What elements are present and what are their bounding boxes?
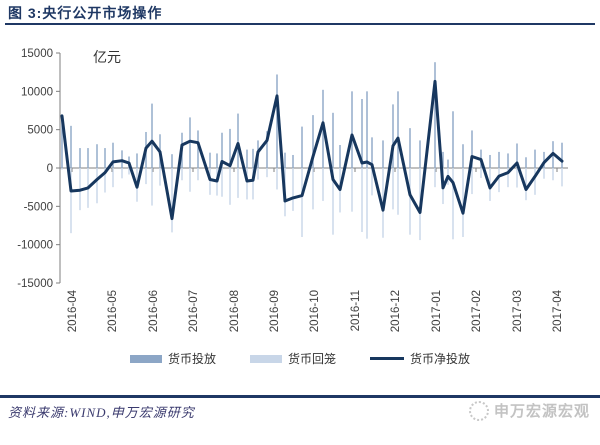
source-text: 资料来源:WIND,申万宏源研究 [8, 405, 195, 420]
x-tick-label: 2016-06 [148, 290, 160, 332]
x-tick-label: 2017-01 [431, 290, 443, 332]
legend-label-injection: 货币投放 [167, 352, 216, 366]
legend-label-net: 货币净投放 [410, 352, 471, 366]
y-tick-label: -15000 [17, 278, 53, 290]
y-tick-label: 15000 [21, 48, 53, 60]
net-line-swatch-icon [370, 357, 404, 360]
y-tick-label: 5000 [27, 125, 53, 137]
x-tick-label: 2016-10 [309, 290, 321, 332]
injection-swatch-icon [129, 354, 162, 363]
open-market-operations-chart: 15000 10000 5000 0 -5000 -10000 -15000 2016-04 2… [0, 28, 600, 350]
legend-item-withdrawal: 货币回笼 [249, 350, 336, 367]
x-tick-label: 2017-04 [552, 289, 564, 332]
x-tick-label: 2017-02 [471, 290, 483, 332]
withdrawal-swatch-icon [249, 354, 282, 363]
x-tick-label: 2016-05 [107, 290, 119, 332]
y-tick-label: 10000 [21, 86, 53, 98]
net-injection-line [60, 79, 564, 221]
x-tick-label: 2016-04 [67, 289, 79, 332]
legend-item-net: 货币净投放 [370, 350, 470, 367]
footer-rule [0, 395, 600, 398]
y-tick-label: 0 [47, 163, 53, 175]
x-tick-label: 2016-09 [269, 290, 281, 332]
chart-canvas: 15000 10000 5000 0 -5000 -10000 -15000 2016-04 2… [17, 48, 568, 332]
y-tick-label: -10000 [17, 240, 53, 252]
unit-label: 亿元 [93, 49, 121, 65]
x-tick-label: 2016-11 [350, 290, 362, 331]
chart-legend: 货币投放 货币回笼 货币净投放 [0, 350, 600, 367]
legend-item-injection: 货币投放 [129, 350, 216, 367]
watermark: 申万宏源宏观 [468, 400, 590, 421]
y-tick-label: -5000 [24, 201, 53, 213]
legend-label-withdrawal: 货币回笼 [287, 352, 336, 366]
title-rule [5, 23, 595, 25]
x-tick-label: 2017-03 [512, 290, 524, 332]
x-tick-label: 2016-08 [229, 290, 241, 332]
x-tick-label: 2016-12 [390, 290, 402, 332]
swhy-logo-icon [468, 400, 489, 421]
x-tick-label: 2016-07 [188, 290, 200, 332]
figure-title: 图 3:央行公开市场操作 [8, 5, 163, 21]
watermark-text: 申万宏源宏观 [493, 403, 590, 420]
